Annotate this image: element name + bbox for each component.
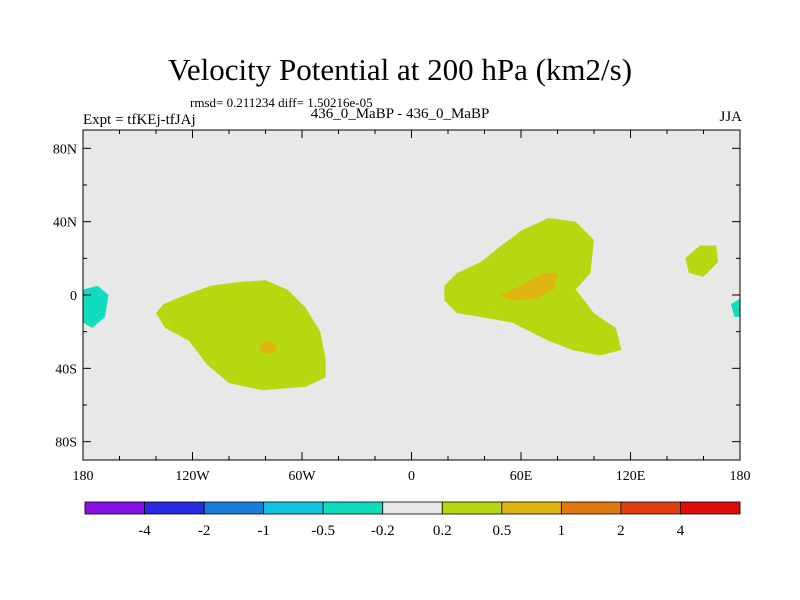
axes: 180 120W 60W 0 60E 120E 180 80N 40N 0 40S 80S [53,129,751,484]
colorbar-swatch [263,501,324,515]
colorbar-swatch [501,501,562,515]
contour-region-indian-ocean-negative [444,335,512,363]
colorbar-label: -4 [138,523,151,539]
x-tick-label: 120W [175,469,210,484]
colorbar-swatch [560,501,622,515]
colorbar-label: 4 [677,523,685,539]
colorbar-swatch [144,501,205,515]
colorbar: -4 -2 -1 -0.5 -0.2 0.2 0.5 1 2 4 [84,501,741,539]
colorbar-swatch [382,501,443,515]
map-layer [83,130,740,460]
x-tick-label: 120E [616,469,646,484]
contour-region-pacific-east-negative [83,258,144,369]
colorbar-swatch [620,501,681,515]
colorbar-label: 1 [558,523,566,539]
contour-region-asia-core [499,273,558,301]
contour-region-dateline-negative [709,280,740,361]
y-tick-label: 80N [53,142,77,157]
colorbar-swatch [441,501,503,515]
colorbar-swatch [680,501,741,515]
colorbar-label: -1 [257,523,270,539]
x-tick-label: 180 [73,469,94,484]
x-tick-label: 60E [510,469,533,484]
x-tick-label: 180 [730,469,751,484]
contour-region-pacific-east-core [83,285,109,328]
colorbar-swatch [84,501,145,515]
contour-region-atlantic-negative [258,196,434,305]
contour-region-americas-positive [156,280,326,391]
x-tick-label: 0 [408,469,415,484]
stats-label: rmsd= 0.211234 diff= 1.50216e-05 [190,95,373,110]
contour-region-pacific-west-positive [685,245,719,277]
y-tick-label: 80S [55,436,77,451]
x-tick-label: 60W [288,469,316,484]
experiment-label: Expt = tfKEj-tfJAj [83,112,196,128]
colorbar-label: 0.2 [433,523,452,539]
colorbar-swatch [203,501,265,515]
season-label: JJA [719,109,742,125]
y-tick-label: 40S [55,362,77,377]
colorbar-label: 2 [617,523,625,539]
colorbar-label: 0.5 [492,523,511,539]
colorbar-swatch [322,501,384,515]
colorbar-label: -2 [198,523,211,539]
contour-region-dateline-core [730,298,740,317]
colorbar-label: -0.5 [311,523,335,539]
colorbar-label: -0.2 [371,523,395,539]
plot-background [83,130,740,460]
case-label: 436_0_MaBP - 436_0_MaBP [310,106,490,122]
y-tick-label: 40N [53,216,77,231]
chart-title: Velocity Potential at 200 hPa (km2/s) [167,52,633,87]
y-tick-label: 0 [70,289,77,304]
contour-region-americas-core [260,340,277,354]
